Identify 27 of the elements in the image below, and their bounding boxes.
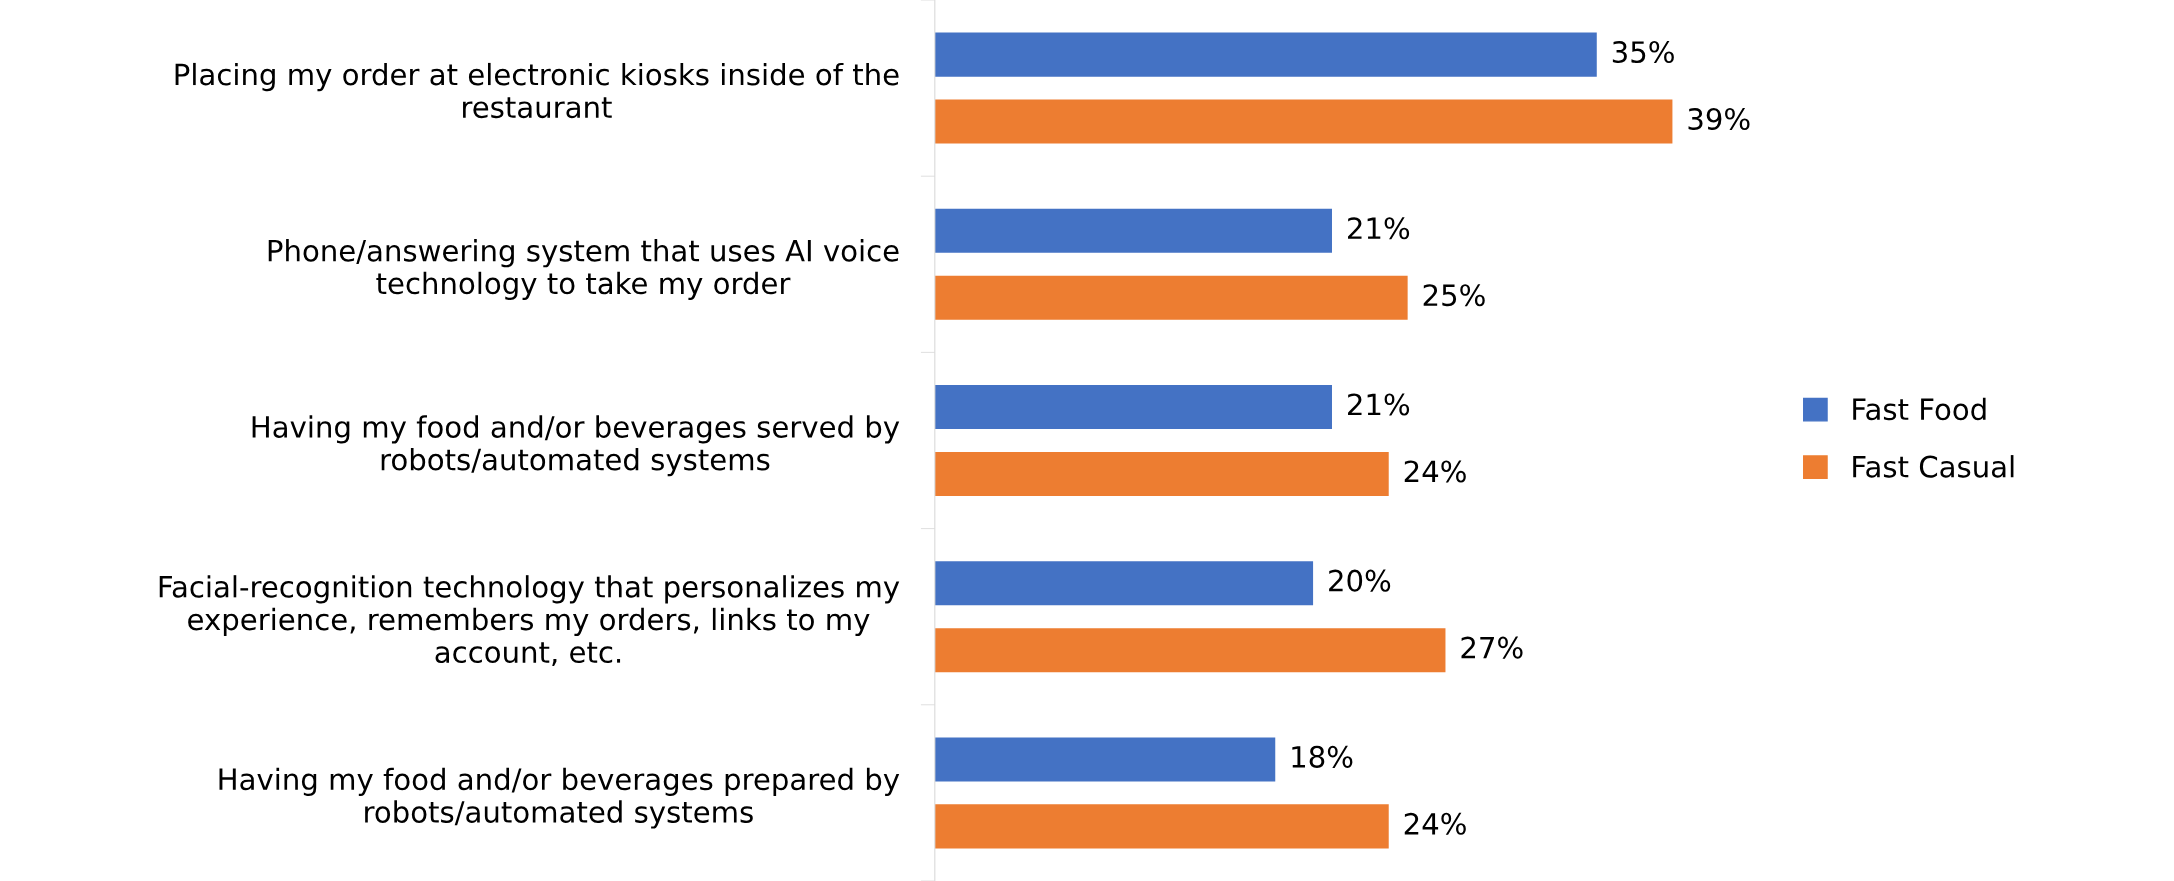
data-label: 24% [1404, 460, 1466, 483]
y-tick-label: Placing my order at electronic kiosks inside of the restaurant [175, 62, 899, 119]
data-label: 25% [1423, 284, 1485, 307]
legend-label: Fast Food [1853, 397, 1986, 421]
bar [934, 208, 1332, 253]
data-label: 27% [1461, 636, 1523, 659]
data-label: 39% [1688, 107, 1750, 131]
bar [934, 561, 1314, 606]
data-label: 18% [1292, 745, 1353, 768]
bar [934, 451, 1389, 496]
data-label: 35% [1612, 41, 1674, 64]
bar [934, 275, 1408, 320]
bar [934, 737, 1276, 782]
bar [934, 32, 1597, 77]
data-label: 21% [1348, 393, 1410, 416]
bar [934, 628, 1446, 673]
data-label: 24% [1404, 812, 1466, 835]
data-label: 21% [1348, 217, 1410, 240]
data-label: 20% [1329, 569, 1391, 592]
bar [934, 99, 1673, 144]
y-tick-label: Facial-recognition technology that personalizes my experience, remembers my orders, links to my account, etc. [159, 575, 900, 667]
y-tick-label: Having my food and/or beverages served by robots/automated systems [252, 415, 900, 477]
bar [934, 804, 1389, 849]
legend-label: Fast Casual [1853, 455, 2014, 478]
bar [934, 385, 1332, 430]
y-tick-label: Phone/answering system that uses AI voice technology to take my order [268, 239, 899, 300]
y-tick-label: Having my food and/or beverages prepared by robots/automated systems [219, 767, 900, 829]
